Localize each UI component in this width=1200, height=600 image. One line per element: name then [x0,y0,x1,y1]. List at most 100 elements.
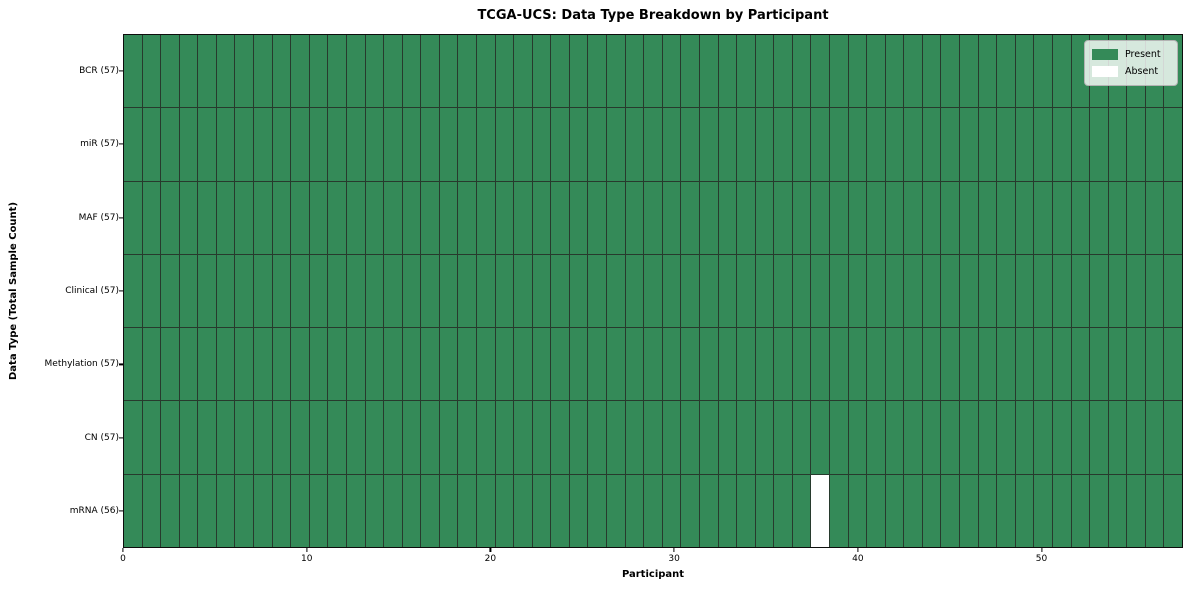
heatmap-cell [699,401,718,474]
heatmap-cell [941,254,960,328]
heatmap-cell [737,328,755,401]
heatmap-cell [662,328,681,401]
heatmap-cell [384,254,402,328]
heatmap-cell [384,181,402,254]
heatmap-cell [588,328,607,401]
heatmap-cell [607,35,625,108]
heatmap-cell [384,474,402,547]
heatmap-cell [179,181,198,254]
heatmap-cell [885,328,904,401]
x-tick-mark [306,548,308,552]
heatmap-cell [365,401,384,474]
heatmap-cell [291,401,309,474]
heatmap-cell [1090,254,1108,328]
heatmap-cell [495,181,514,254]
heatmap-cell [904,254,922,328]
heatmap-cell [997,328,1015,401]
heatmap-cell [1127,254,1145,328]
heatmap-cell [718,474,737,547]
legend-label: Absent [1125,66,1159,77]
heatmap-cell [718,35,737,108]
heatmap-cell [235,328,254,401]
heatmap-cell [941,401,960,474]
heatmap-cell [1145,328,1164,401]
heatmap-cell [532,35,551,108]
heatmap-cell [625,35,644,108]
heatmap-cell [997,35,1015,108]
heatmap-cell [532,181,551,254]
heatmap-cell [439,401,458,474]
heatmap-cell [495,108,514,181]
heatmap-cell [346,254,365,328]
heatmap-cell [365,181,384,254]
heatmap-cell [309,254,328,328]
heatmap-cell [755,108,774,181]
heatmap-cell [867,108,885,181]
heatmap-cell [1034,35,1052,108]
heatmap-cell [1127,108,1145,181]
heatmap-cell [328,328,346,401]
heatmap-cell [811,181,829,254]
heatmap-cell [198,35,216,108]
heatmap-cell [328,254,346,328]
heatmap-cell [272,181,291,254]
heatmap-cell [569,474,588,547]
heatmap-cell [829,328,848,401]
heatmap-cell [755,181,774,254]
heatmap-cell [960,254,978,328]
heatmap-cell [588,181,607,254]
heatmap-cell [309,328,328,401]
heatmap-cell [681,108,699,181]
heatmap-cell [1034,401,1052,474]
heatmap-cell [495,35,514,108]
heatmap-cell [179,401,198,474]
heatmap-cell [1164,474,1182,547]
heatmap-cell [848,108,867,181]
heatmap-cell [476,254,495,328]
heatmap-cell [514,474,532,547]
heatmap-cell [328,401,346,474]
heatmap-cell [198,474,216,547]
heatmap-cell [495,254,514,328]
heatmap-cell [514,401,532,474]
heatmap-cell [124,254,142,328]
heatmap-cell [402,328,421,401]
heatmap-cell [1015,35,1034,108]
heatmap-cell [737,181,755,254]
heatmap-cell [625,401,644,474]
heatmap-cell [1108,108,1127,181]
heatmap-cell [625,474,644,547]
heatmap-cell [699,35,718,108]
y-tick-mark [119,510,123,512]
heatmap-cell [254,401,272,474]
heatmap-cell [644,328,662,401]
x-tick-mark [489,548,491,552]
x-tick-mark [122,548,124,552]
heatmap-cell [941,108,960,181]
heatmap-cell [662,474,681,547]
heatmap-cell [179,254,198,328]
heatmap-cell [737,254,755,328]
heatmap-cell [699,474,718,547]
heatmap-cell [421,35,439,108]
heatmap-cell [792,474,811,547]
heatmap-cell [272,108,291,181]
heatmap-cell [997,254,1015,328]
y-tick-mark [119,437,123,439]
y-tick-mark [119,363,123,366]
heatmap-cell [1108,181,1127,254]
heatmap-cell [922,401,941,474]
heatmap-cell [774,474,792,547]
heatmap-cell [291,328,309,401]
y-tick-label: miR (57) [80,139,119,150]
heatmap-cell [254,474,272,547]
heatmap-cell [1127,328,1145,401]
heatmap-cell [272,35,291,108]
y-tick-mark [119,70,123,72]
heatmap-cell [216,401,235,474]
heatmap-cell [291,108,309,181]
heatmap-cell [904,108,922,181]
heatmap-cell [662,35,681,108]
heatmap-cell [811,108,829,181]
heatmap-cell [774,401,792,474]
